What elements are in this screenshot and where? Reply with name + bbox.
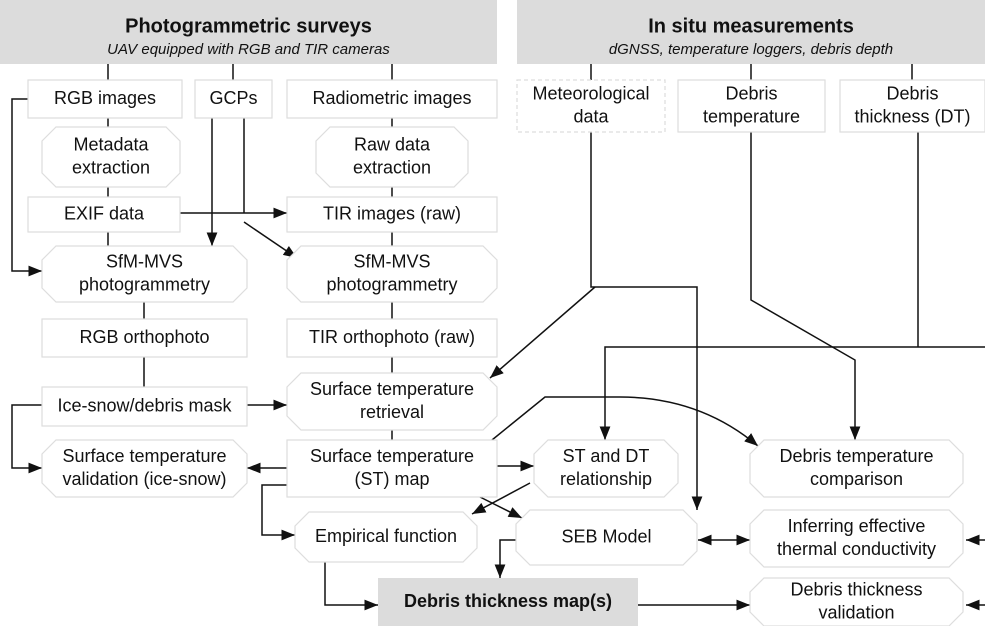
- data-node: [27, 196, 181, 233]
- edge: [599, 346, 985, 440]
- node-label: retrieval: [360, 402, 424, 422]
- edge: [489, 286, 596, 379]
- header-subtitle: UAV equipped with RGB and TIR cameras: [107, 41, 390, 58]
- node-label: Meteorological: [532, 83, 649, 103]
- process-node: [294, 511, 478, 563]
- node-label: Debris thickness map(s): [404, 591, 612, 611]
- node-label: SEB Model: [561, 526, 651, 546]
- data-node: [286, 79, 498, 119]
- node-label: relationship: [560, 469, 652, 489]
- node-label: extraction: [353, 157, 431, 177]
- process-node: [41, 126, 181, 188]
- node-label: RGB orthophoto: [79, 327, 209, 347]
- data-node: [41, 318, 248, 358]
- edge: [590, 132, 703, 510]
- header-subtitle: dGNSS, temperature loggers, debris depth: [609, 41, 893, 58]
- node-label: comparison: [810, 469, 903, 489]
- node-label: TIR orthophoto (raw): [309, 327, 475, 347]
- node-label: Surface temperature: [62, 446, 226, 466]
- node-label: extraction: [72, 157, 150, 177]
- data-node: [286, 318, 498, 358]
- data-node: [27, 79, 183, 119]
- data-node: [677, 79, 826, 133]
- process-node: [41, 439, 248, 498]
- node-label: Inferring effective: [788, 516, 926, 536]
- node-label: validation: [818, 602, 894, 622]
- header-title: In situ measurements: [648, 15, 854, 37]
- data-node: [516, 79, 666, 133]
- process-node: [315, 126, 469, 188]
- node-label: Metadata: [73, 134, 149, 154]
- node-label: Raw data: [354, 134, 431, 154]
- node-label: photogrammetry: [79, 274, 210, 294]
- node-label: TIR images (raw): [323, 203, 461, 223]
- node-label: validation (ice-snow): [62, 469, 226, 489]
- edge: [243, 221, 298, 259]
- process-node: [533, 439, 679, 498]
- data-node: [839, 79, 985, 133]
- node-label: data: [573, 106, 609, 126]
- node-label: Surface temperature: [310, 379, 474, 399]
- process-node: [749, 577, 964, 626]
- node-label: photogrammetry: [326, 274, 457, 294]
- node-label: SfM-MVS: [106, 251, 183, 271]
- edge: [324, 562, 378, 611]
- node-label: Debris thickness: [790, 579, 922, 599]
- node-label: Debris: [886, 83, 938, 103]
- node-label: SfM-MVS: [353, 251, 430, 271]
- data-node: [286, 439, 498, 498]
- process-node: [286, 245, 498, 303]
- node-label: temperature: [703, 106, 800, 126]
- node-label: Surface temperature: [310, 446, 474, 466]
- output-node: [378, 578, 638, 626]
- edge: [479, 496, 523, 519]
- node-label: EXIF data: [64, 203, 145, 223]
- node-label: GCPs: [209, 88, 257, 108]
- edge: [11, 98, 42, 277]
- edge: [261, 484, 295, 541]
- data-node: [41, 386, 248, 427]
- node-label: Debris: [725, 83, 777, 103]
- process-node: [515, 509, 698, 566]
- edges: [11, 64, 985, 611]
- header-box: [517, 0, 985, 64]
- node-label: Radiometric images: [312, 88, 471, 108]
- edge: [471, 482, 531, 515]
- node-label: (ST) map: [354, 469, 429, 489]
- process-node: [41, 245, 248, 303]
- edge: [11, 404, 42, 474]
- header-box: [0, 0, 497, 64]
- edge: [750, 132, 861, 440]
- process-node: [749, 439, 964, 498]
- node-label: Empirical function: [315, 526, 457, 546]
- node-label: thermal conductivity: [777, 539, 936, 559]
- edge: [107, 64, 913, 80]
- node-label: thickness (DT): [854, 106, 970, 126]
- process-node: [749, 509, 964, 568]
- data-node: [286, 196, 498, 233]
- data-node: [194, 79, 273, 119]
- node-label: Debris temperature: [779, 446, 933, 466]
- node-label: Ice-snow/debris mask: [57, 395, 232, 415]
- edge: [491, 396, 759, 447]
- edge: [494, 539, 516, 578]
- process-node: [286, 372, 498, 431]
- header-title: Photogrammetric surveys: [125, 15, 372, 37]
- node-label: RGB images: [54, 88, 156, 108]
- edge: [107, 118, 393, 440]
- node-label: ST and DT: [563, 446, 650, 466]
